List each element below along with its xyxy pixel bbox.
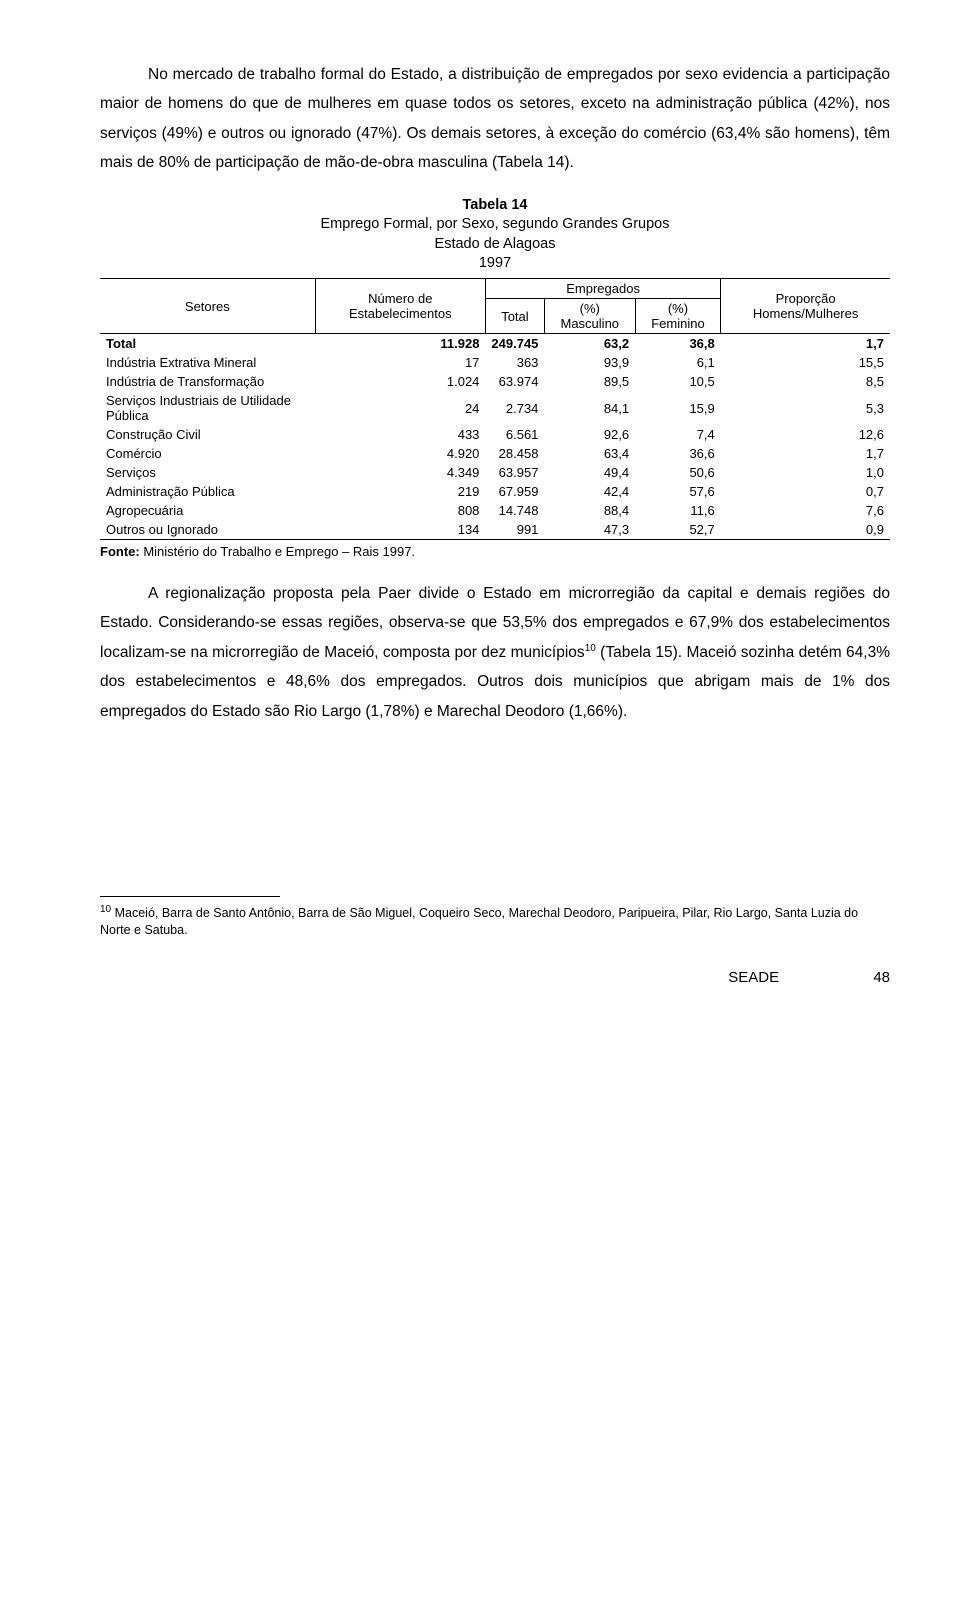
table-cell: 24 (315, 391, 485, 425)
table-cell: 47,3 (544, 520, 635, 540)
table-row: Outros ou Ignorado13499147,352,70,9 (100, 520, 890, 540)
footnote-separator (100, 896, 280, 897)
table-cell: 28.458 (485, 444, 544, 463)
col-proporcao: Proporção Homens/Mulheres (721, 279, 890, 334)
table-cell: 0,9 (721, 520, 890, 540)
table-cell: 2.734 (485, 391, 544, 425)
table-cell: 5,3 (721, 391, 890, 425)
table-cell: Comércio (100, 444, 315, 463)
table-body: Total11.928249.74563,236,81,7Indústria E… (100, 334, 890, 540)
table-cell: 991 (485, 520, 544, 540)
table-cell: 6.561 (485, 425, 544, 444)
table-cell: 57,6 (635, 482, 721, 501)
paragraph-2: A regionalização proposta pela Paer divi… (100, 579, 890, 726)
table-cell: 36,8 (635, 334, 721, 354)
table-cell: 6,1 (635, 353, 721, 372)
table-row: Administração Pública21967.95942,457,60,… (100, 482, 890, 501)
table-cell: 36,6 (635, 444, 721, 463)
table-cell: Outros ou Ignorado (100, 520, 315, 540)
table-cell: Administração Pública (100, 482, 315, 501)
col-feminino: (%) Feminino (635, 299, 721, 334)
table-cell: 12,6 (721, 425, 890, 444)
page-footer: SEADE 48 (100, 969, 890, 986)
col-empregados: Empregados (485, 279, 720, 299)
table-cell: 363 (485, 353, 544, 372)
table-cell: 17 (315, 353, 485, 372)
table-cell: 808 (315, 501, 485, 520)
table-cell: 249.745 (485, 334, 544, 354)
table-cell: 1.024 (315, 372, 485, 391)
table-cell: 84,1 (544, 391, 635, 425)
table-row: Indústria de Transformação1.02463.97489,… (100, 372, 890, 391)
footnote-text: Maceió, Barra de Santo Antônio, Barra de… (100, 906, 858, 937)
table-cell: 4.920 (315, 444, 485, 463)
table-cell: 50,6 (635, 463, 721, 482)
table-cell: 8,5 (721, 372, 890, 391)
col-setores: Setores (100, 279, 315, 334)
table-cell: 42,4 (544, 482, 635, 501)
footnote-number: 10 (100, 904, 111, 915)
table-cell: 89,5 (544, 372, 635, 391)
table-subcaption-3: 1997 (100, 254, 890, 274)
table-cell: 92,6 (544, 425, 635, 444)
table-subcaption-2: Estado de Alagoas (100, 235, 890, 255)
table-cell: 67.959 (485, 482, 544, 501)
table-cell: Agropecuária (100, 501, 315, 520)
table-cell: 93,9 (544, 353, 635, 372)
table-cell: 63,2 (544, 334, 635, 354)
table-cell: Serviços Industriais de Utilidade Públic… (100, 391, 315, 425)
paragraph-1: No mercado de trabalho formal do Estado,… (100, 60, 890, 178)
table-cell: 52,7 (635, 520, 721, 540)
table-row: Agropecuária80814.74888,411,67,6 (100, 501, 890, 520)
footer-page-number: 48 (873, 969, 890, 986)
table-row: Indústria Extrativa Mineral1736393,96,11… (100, 353, 890, 372)
table-cell: 134 (315, 520, 485, 540)
table-row: Total11.928249.74563,236,81,7 (100, 334, 890, 354)
table-cell: 11.928 (315, 334, 485, 354)
para2-footnote-ref: 10 (585, 643, 596, 654)
table-cell: 433 (315, 425, 485, 444)
table-cell: 219 (315, 482, 485, 501)
table-cell: 10,5 (635, 372, 721, 391)
table-subcaption-1: Emprego Formal, por Sexo, segundo Grande… (100, 215, 890, 235)
col-masculino: (%) Masculino (544, 299, 635, 334)
source-text: Ministério do Trabalho e Emprego – Rais … (140, 544, 415, 559)
col-total: Total (485, 299, 544, 334)
source-label: Fonte: (100, 544, 140, 559)
footnote-10: 10 Maceió, Barra de Santo Antônio, Barra… (100, 903, 890, 939)
footer-seade: SEADE (728, 969, 779, 986)
table-row: Comércio4.92028.45863,436,61,7 (100, 444, 890, 463)
table-cell: 1,0 (721, 463, 890, 482)
table-cell: Serviços (100, 463, 315, 482)
table-cell: Indústria de Transformação (100, 372, 315, 391)
table-cell: 14.748 (485, 501, 544, 520)
table-cell: 63.974 (485, 372, 544, 391)
table-cell: 0,7 (721, 482, 890, 501)
table-cell: 7,4 (635, 425, 721, 444)
table-row: Construção Civil4336.56192,67,412,6 (100, 425, 890, 444)
table-cell: 15,5 (721, 353, 890, 372)
table-source: Fonte: Ministério do Trabalho e Emprego … (100, 544, 890, 559)
table-cell: 4.349 (315, 463, 485, 482)
table-cell: Construção Civil (100, 425, 315, 444)
table-cell: 1,7 (721, 444, 890, 463)
table-row: Serviços Industriais de Utilidade Públic… (100, 391, 890, 425)
table-cell: Indústria Extrativa Mineral (100, 353, 315, 372)
table-cell: 88,4 (544, 501, 635, 520)
table-cell: 7,6 (721, 501, 890, 520)
col-estab: Número de Estabelecimentos (315, 279, 485, 334)
table-cell: 15,9 (635, 391, 721, 425)
table-cell: 11,6 (635, 501, 721, 520)
table-caption: Tabela 14 (100, 196, 890, 216)
table-cell: 63,4 (544, 444, 635, 463)
table-cell: Total (100, 334, 315, 354)
table-row: Serviços4.34963.95749,450,61,0 (100, 463, 890, 482)
table-cell: 63.957 (485, 463, 544, 482)
table-emprego-formal: Setores Número de Estabelecimentos Empre… (100, 278, 890, 540)
table-cell: 49,4 (544, 463, 635, 482)
table-cell: 1,7 (721, 334, 890, 354)
